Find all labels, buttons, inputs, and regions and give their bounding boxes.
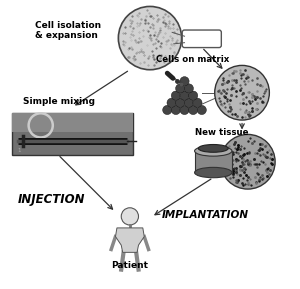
Circle shape <box>197 105 206 114</box>
Bar <box>12 113 133 131</box>
Circle shape <box>188 105 198 114</box>
Circle shape <box>180 105 189 114</box>
Circle shape <box>180 77 189 86</box>
Text: Cell isolation
& expansion: Cell isolation & expansion <box>35 21 101 40</box>
Circle shape <box>171 105 181 114</box>
Polygon shape <box>116 228 144 252</box>
Text: New tissue: New tissue <box>195 128 249 137</box>
Ellipse shape <box>198 144 228 152</box>
Circle shape <box>167 98 176 108</box>
Circle shape <box>184 84 194 93</box>
Circle shape <box>193 98 202 108</box>
Ellipse shape <box>195 167 232 178</box>
Circle shape <box>220 134 275 189</box>
Circle shape <box>188 91 198 100</box>
Circle shape <box>176 98 185 108</box>
Ellipse shape <box>195 146 232 156</box>
Circle shape <box>163 105 172 114</box>
Text: 1: 1 <box>18 148 21 153</box>
Bar <box>12 113 133 155</box>
Circle shape <box>118 6 182 70</box>
Circle shape <box>171 91 181 100</box>
Bar <box>195 151 232 173</box>
Circle shape <box>176 84 185 93</box>
Text: Patient: Patient <box>111 261 148 270</box>
FancyBboxPatch shape <box>182 30 221 48</box>
Circle shape <box>215 65 269 120</box>
Text: IMPLANTATION: IMPLANTATION <box>161 210 248 220</box>
Text: Cells on matrix: Cells on matrix <box>157 55 230 64</box>
Circle shape <box>184 98 194 108</box>
Circle shape <box>121 208 139 225</box>
Circle shape <box>180 91 189 100</box>
Text: INJECTION: INJECTION <box>18 193 85 206</box>
Text: Simple mixing: Simple mixing <box>23 97 95 106</box>
